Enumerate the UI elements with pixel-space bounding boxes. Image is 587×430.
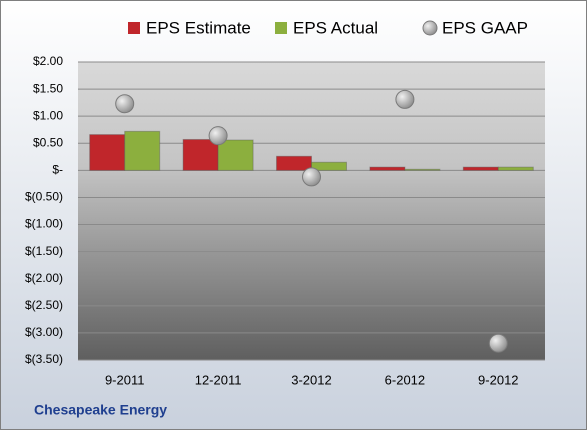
x-tick-label: 9-2011 <box>105 372 145 387</box>
x-tick-label: 6-2012 <box>385 372 425 387</box>
y-tick-label: $0.50 <box>33 135 63 149</box>
marker <box>115 94 135 114</box>
legend-label: EPS Actual <box>293 18 378 37</box>
bar <box>462 166 499 171</box>
bar <box>404 168 441 171</box>
x-tick-label: 9-2012 <box>478 372 518 387</box>
y-tick-label: $1.50 <box>33 81 63 95</box>
bar <box>124 130 161 171</box>
marker <box>488 333 508 353</box>
bar <box>276 155 312 171</box>
y-tick-label: $(2.50) <box>25 298 63 312</box>
y-tick-label: $1.00 <box>33 108 63 122</box>
legend-swatch <box>275 22 287 34</box>
y-tick-label: $(1.50) <box>25 244 63 258</box>
legend: EPS Estimate EPS Actual EPS GAAP <box>128 18 528 37</box>
marker <box>302 167 321 187</box>
bar <box>369 166 406 171</box>
bar <box>217 139 254 171</box>
x-tick-label: 12-2011 <box>195 372 242 387</box>
bar <box>89 134 126 171</box>
y-tick-label: $- <box>52 163 63 177</box>
legend-label: EPS Estimate <box>146 18 251 37</box>
bar <box>311 161 347 171</box>
y-tick-label: $2.00 <box>33 54 63 68</box>
plot-area <box>78 62 545 360</box>
legend-label: EPS GAAP <box>442 18 528 37</box>
marker <box>208 126 228 146</box>
y-tick-label: $(0.50) <box>25 190 63 204</box>
y-tick-label: $(1.00) <box>25 217 63 231</box>
x-tick-label: 3-2012 <box>291 372 331 387</box>
bar <box>182 138 219 171</box>
legend-swatch <box>422 20 438 36</box>
bar <box>497 166 534 171</box>
y-tick-label: $(3.00) <box>25 325 63 339</box>
legend-swatch <box>128 22 140 34</box>
y-tick-label: $(3.50) <box>25 352 63 366</box>
y-tick-label: $(2.00) <box>25 271 63 285</box>
chart-title: Chesapeake Energy <box>34 402 167 418</box>
marker <box>395 89 415 109</box>
